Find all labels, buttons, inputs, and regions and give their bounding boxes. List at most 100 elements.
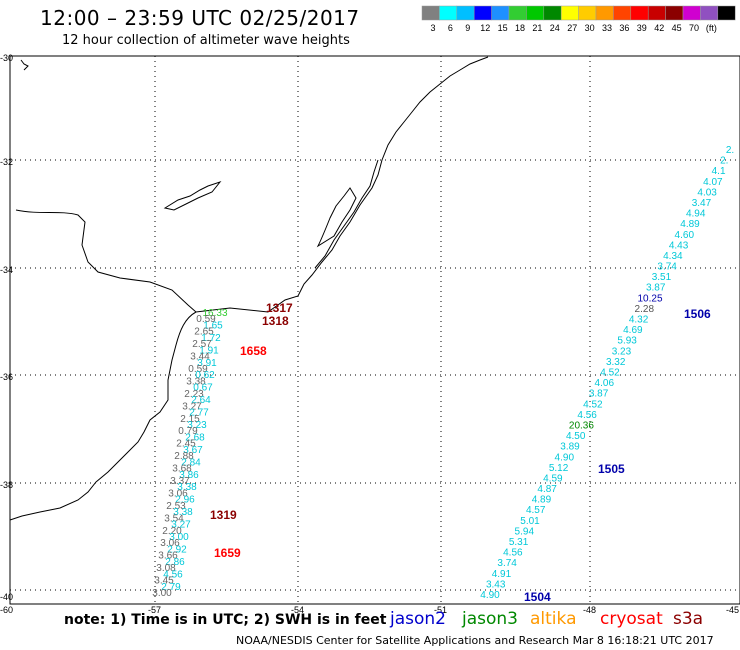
wave-height-value: 3.38 — [173, 507, 193, 518]
wave-height-value: 3.45 — [154, 576, 174, 587]
pass-id: 1504 — [524, 590, 551, 604]
wave-height-value: 2. — [720, 156, 728, 167]
pass-id: 1659 — [214, 546, 241, 560]
color-legend-label: 36 — [619, 23, 629, 33]
legend-s3a: s3a — [673, 609, 704, 629]
wave-height-value: 3.00 — [169, 532, 189, 543]
wave-height-value: 3.54 — [164, 513, 184, 524]
wave-height-value: 4.03 — [697, 187, 717, 198]
color-legend: 3 6 9 12 15 18 21 24 27 30 33 36 39 42 45 70 (ft) — [421, 5, 736, 33]
wave-height-value: 4.06 — [595, 378, 615, 389]
lon-label: -57 — [148, 605, 161, 615]
legend-altika: altika — [530, 609, 577, 629]
wave-height-value: 3.37 — [170, 476, 190, 487]
wave-height-value: 3.32 — [606, 357, 626, 368]
color-legend-swatch — [630, 5, 649, 21]
color-legend-swatch — [560, 5, 579, 21]
wave-height-value: 2.45 — [176, 439, 196, 450]
map-title: 12:00 – 23:59 UTC 02/25/2017 — [40, 6, 360, 30]
lat-label: -32 — [0, 157, 13, 167]
wave-height-value: 2.15 — [180, 414, 200, 425]
wave-height-value: 3.43 — [486, 579, 506, 590]
lon-label: -48 — [583, 605, 596, 615]
wave-height-value: 3.91 — [197, 358, 217, 369]
coastline — [9, 56, 489, 521]
wave-height-value: 4.57 — [526, 505, 546, 516]
wave-height-value: 3.27 — [171, 520, 191, 531]
color-legend-swatch — [578, 5, 597, 21]
lon-label: -51 — [434, 605, 447, 615]
wave-height-value: 3.89 — [560, 442, 580, 453]
wave-height-value: 4.32 — [629, 315, 649, 326]
wave-height-value: 16.33 — [202, 308, 227, 319]
wave-height-value: 4.56 — [163, 569, 183, 580]
wave-height-value: 2. — [726, 145, 734, 156]
wave-height-value: 3.51 — [652, 272, 672, 283]
wave-height-value: 2.20 — [162, 526, 182, 537]
wave-height-value: 2.77 — [189, 408, 209, 419]
wave-height-value: 5.94 — [515, 526, 535, 537]
wave-height-value: 4.60 — [675, 230, 695, 241]
wave-height-value: 5.93 — [617, 336, 637, 347]
pass-id: 1506 — [684, 307, 711, 321]
color-legend-label: 18 — [515, 23, 525, 33]
color-legend-label: 12 — [480, 23, 490, 33]
lon-label: -60 — [0, 605, 13, 615]
wave-height-value: 0.59 — [188, 364, 208, 375]
wave-height-value: 2.86 — [165, 557, 185, 568]
color-legend-label: 6 — [448, 23, 453, 33]
wave-height-value: 3.06 — [168, 488, 188, 499]
color-legend-label: 42 — [654, 23, 664, 33]
legend-cryosat: cryosat — [600, 609, 663, 629]
wave-height-value: 2.68 — [185, 432, 205, 443]
color-legend-swatch — [473, 5, 492, 21]
wave-height-value: 2.28 — [635, 304, 655, 315]
wave-height-value: 3.08 — [156, 563, 176, 574]
wave-height-value: 2.64 — [191, 395, 211, 406]
wave-height-value: 3.47 — [692, 198, 712, 209]
wave-height-value: 3.38 — [177, 482, 197, 493]
east-altimeter-track: 2.2.4.14.074.033.474.944.894.604.434.343… — [480, 145, 734, 601]
axis-labels: -30 -32 -34 -36 -38 -40 -60 -57 -54 -51 … — [0, 53, 739, 615]
wave-height-value: 1.65 — [203, 320, 223, 331]
wave-height-value: 2.79 — [161, 582, 181, 593]
wave-height-value: 4.90 — [480, 590, 500, 601]
color-legend-label: 21 — [532, 23, 542, 33]
color-legend-label: 33 — [602, 23, 612, 33]
lat-label: -30 — [0, 53, 13, 63]
wave-height-value: 4.07 — [703, 177, 723, 188]
wave-height-value: 10.25 — [637, 293, 662, 304]
color-legend-swatch — [647, 5, 666, 21]
wave-height-value: 4.94 — [686, 209, 706, 220]
color-legend-label: 15 — [498, 23, 508, 33]
wave-height-value: 0.62 — [195, 370, 215, 381]
wave-height-value: 4.69 — [623, 325, 643, 336]
color-legend-label: 70 — [689, 23, 699, 33]
lon-label: -54 — [291, 605, 304, 615]
wave-height-value: 0.59 — [196, 314, 216, 325]
wave-height-value: 5.12 — [549, 463, 569, 474]
map-subtitle: 12 hour collection of altimeter wave hei… — [62, 33, 350, 48]
wave-height-value: 4.90 — [555, 452, 575, 463]
pass-id-labels: 1317 1318 1658 1319 1659 1506 1505 1504 — [210, 301, 711, 604]
wave-height-value: 4.50 — [566, 431, 586, 442]
legend-jason2: jason2 — [390, 609, 446, 629]
color-legend-swatch — [700, 5, 719, 21]
lon-label: -45 — [726, 605, 739, 615]
wave-height-value: 20.36 — [569, 420, 594, 431]
color-legend-swatch — [543, 5, 562, 21]
wave-height-value: 4.52 — [583, 399, 603, 410]
wave-height-value: 4.52 — [600, 368, 620, 379]
wave-height-value: 3.23 — [612, 346, 632, 357]
lat-label: -36 — [0, 372, 13, 382]
wave-height-value: 2.53 — [166, 501, 186, 512]
lat-label: -40 — [0, 592, 13, 602]
wave-height-value: 5.31 — [509, 537, 529, 548]
wave-height-value: 4.43 — [669, 240, 689, 251]
wave-height-value: 4.59 — [543, 473, 563, 484]
wave-height-value: 3.06 — [160, 538, 180, 549]
color-legend-swatch — [717, 5, 736, 21]
color-legend-label: (ft) — [706, 23, 717, 33]
color-legend-swatch — [508, 5, 527, 21]
